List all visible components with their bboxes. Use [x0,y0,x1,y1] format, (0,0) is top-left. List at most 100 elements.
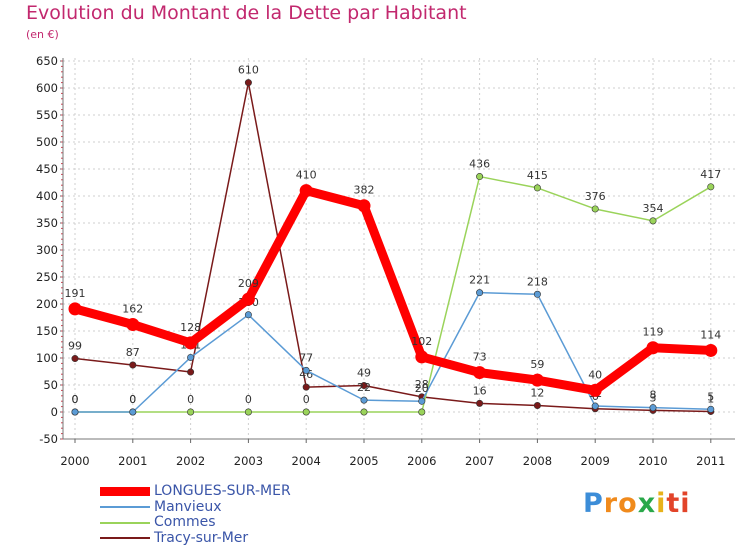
data-label: 3 [650,391,657,404]
data-point [533,402,541,410]
chart-title: Evolution du Montant de la Dette par Hab… [26,2,467,24]
x-tick-label: 2001 [118,454,147,468]
x-tick-label: 2003 [234,454,263,468]
data-point [476,289,484,297]
data-point [244,79,252,87]
data-label: 119 [643,326,664,339]
data-label: 610 [238,64,259,77]
legend-swatch [100,537,150,540]
data-point [533,184,541,192]
data-label: 102 [411,335,432,348]
data-label: 436 [469,158,490,171]
data-point [533,290,541,298]
data-label: 0 [245,393,252,406]
data-label: 382 [354,184,375,197]
y-tick-label: 200 [36,297,58,311]
series-line [74,291,712,413]
logo-letter: t [666,488,681,519]
data-label: 0 [303,393,310,406]
logo-letter: P [583,488,604,519]
y-tick-label: 350 [36,216,58,230]
legend-label: Manvieux [154,498,222,515]
data-point [357,199,371,213]
data-point [415,350,429,364]
legend-label: Commes [154,514,216,530]
data-label: 209 [238,277,259,290]
y-tick-label: -50 [39,432,58,446]
data-point [476,173,484,181]
data-point [302,383,310,391]
legend-item: Commes [100,514,291,531]
x-tick-label: 2000 [60,454,89,468]
data-point [530,373,544,387]
y-tick-label: 650 [36,54,58,68]
data-point [184,336,198,350]
data-point [129,361,137,369]
data-label: 0 [129,393,136,406]
data-label: 376 [585,190,606,203]
data-point [418,408,426,416]
data-point [68,302,82,316]
data-label: 77 [299,351,313,364]
legend-swatch [100,487,150,497]
y-tick-label: 550 [36,108,58,122]
legend-label: LONGUES-SUR-MER [154,483,291,499]
y-tick-label: 500 [36,135,58,149]
data-label: 191 [65,287,86,300]
data-point [704,343,718,357]
data-label: 221 [469,274,490,287]
logo-letter: r [603,488,619,519]
data-label: 99 [68,340,82,353]
data-point [476,399,484,407]
data-label: 354 [643,202,664,215]
data-point [591,402,599,410]
data-point [244,408,252,416]
data-point [302,366,310,374]
series-line [70,186,716,395]
data-point [126,318,140,332]
x-tick-label: 2007 [465,454,494,468]
logo-letter: o [618,488,638,519]
data-point [244,311,252,319]
x-tick-label: 2006 [407,454,436,468]
data-point [707,183,715,191]
data-label: 40 [588,368,602,381]
legend-swatch [100,521,150,524]
legend-item: Manvieux [100,498,291,516]
data-label: 28 [415,378,429,391]
y-tick-label: 150 [36,324,58,338]
logo-letter: i [656,488,667,519]
data-point [71,408,79,416]
data-point [71,355,79,363]
data-point [302,408,310,416]
y-tick-label: 300 [36,243,58,257]
data-label: 12 [530,387,544,400]
data-label: 8 [650,389,657,402]
data-label: 0 [129,393,136,406]
data-label: 87 [126,346,140,359]
y-tick-label: 100 [36,351,58,365]
data-label: 49 [357,367,371,380]
x-tick-label: 2011 [696,454,725,468]
data-label: 0 [72,393,79,406]
y-tick-label: 600 [36,81,58,95]
data-point [646,341,660,355]
data-point [649,217,657,225]
data-point [473,366,487,380]
x-tick-label: 2008 [523,454,552,468]
y-tick-label: 450 [36,162,58,176]
x-tick-label: 2009 [581,454,610,468]
x-tick-label: 2005 [349,454,378,468]
data-label: 128 [180,321,201,334]
logo-letter: x [637,488,657,519]
data-label: 0 [187,393,194,406]
x-tick-label: 2010 [638,454,667,468]
data-point [360,382,368,390]
y-tick-label: 400 [36,189,58,203]
data-point [588,383,602,397]
data-point [241,292,255,306]
data-point [418,397,426,405]
legend-swatch [100,506,150,509]
chart-subtitle: (en €) [26,28,59,41]
